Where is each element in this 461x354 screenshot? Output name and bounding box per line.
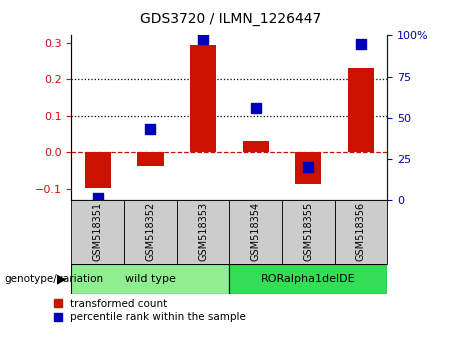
Point (199, 36, 207, 41)
Bar (71, 264, 229, 294)
Bar (137, 153, 164, 166)
Text: ▶: ▶ (57, 272, 67, 285)
Legend: transformed count, percentile rank within the sample: transformed count, percentile rank withi… (53, 299, 246, 322)
Bar (190, 45, 216, 153)
Text: GDS3720 / ILMN_1226447: GDS3720 / ILMN_1226447 (140, 12, 321, 27)
Text: GSM518354: GSM518354 (251, 202, 260, 262)
Bar (295, 153, 321, 183)
Bar (335, 200, 387, 264)
Bar (177, 200, 229, 264)
Point (94, 195, 101, 201)
Point (147, 126, 154, 132)
Text: GSM518356: GSM518356 (356, 202, 366, 262)
Text: GSM518353: GSM518353 (198, 202, 208, 262)
Bar (282, 200, 335, 264)
Text: GSM518352: GSM518352 (145, 202, 155, 262)
Point (357, 41, 365, 46)
Bar (242, 142, 269, 153)
Bar (124, 200, 177, 264)
Text: wild type: wild type (125, 274, 176, 284)
Bar (85, 153, 111, 188)
Text: RORalpha1delDE: RORalpha1delDE (261, 274, 355, 284)
Text: GSM518355: GSM518355 (303, 202, 313, 262)
Text: GSM518351: GSM518351 (93, 202, 103, 262)
Bar (348, 68, 374, 153)
Bar (71, 200, 124, 264)
Text: genotype/variation: genotype/variation (5, 274, 104, 284)
Bar (229, 200, 282, 264)
Bar (229, 264, 387, 294)
Point (252, 105, 260, 111)
Point (305, 164, 312, 170)
